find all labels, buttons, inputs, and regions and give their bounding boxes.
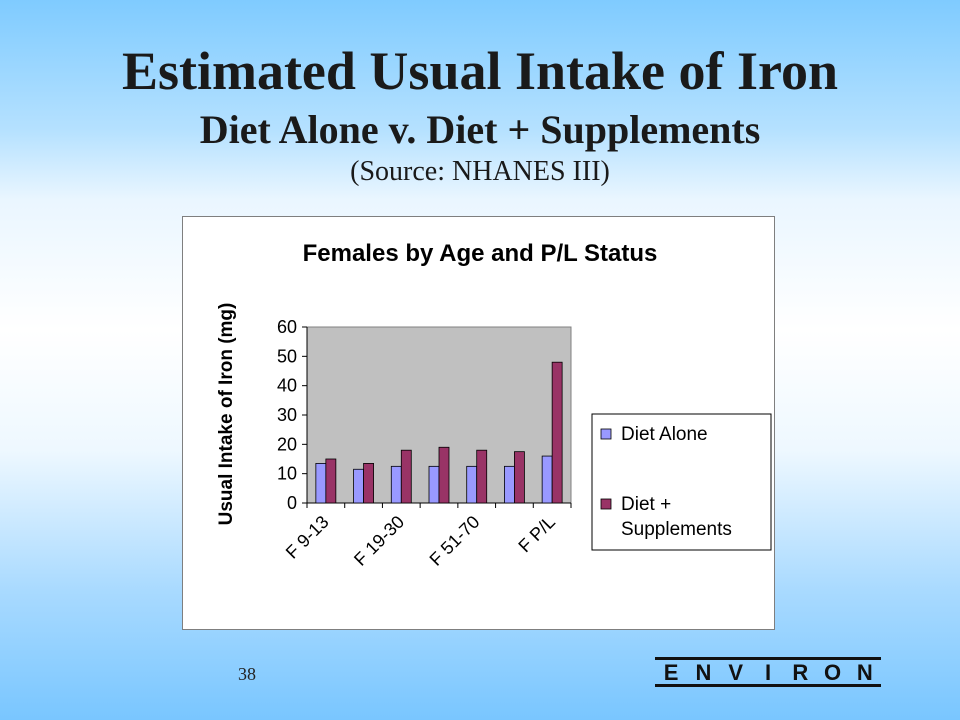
bar-diet-plus-supplements (400, 449, 412, 504)
legend-swatch (600, 498, 612, 510)
y-tick-label: 50 (277, 346, 297, 366)
logo-letter: N (695, 660, 711, 685)
legend-label: Supplements (621, 519, 732, 540)
logo-letter: N (857, 660, 873, 685)
bar-diet-plus-supplements (325, 458, 337, 504)
bar-diet-alone (504, 465, 515, 504)
bar-diet-alone (541, 455, 553, 504)
logo-letter: V (728, 660, 743, 685)
y-tick-label: 40 (277, 376, 297, 396)
bar-diet-plus-supplements (438, 446, 450, 504)
y-tick-label: 0 (287, 493, 297, 513)
y-tick-label: 60 (277, 317, 297, 337)
bar-diet-plus-supplements (551, 361, 563, 504)
chart-title: Females by Age and P/L Status (303, 240, 658, 267)
legend-label: Diet Alone (621, 424, 708, 445)
legend-label: Diet + (621, 494, 671, 515)
bar-diet-plus-supplements (514, 451, 525, 504)
y-axis-label: Usual Intake of Iron (mg) (216, 303, 237, 526)
bar-diet-plus-supplements (476, 449, 488, 504)
legend-swatch (600, 428, 612, 440)
logo-letter: R (792, 660, 808, 685)
bar-diet-alone (315, 462, 327, 504)
plot-area: 0 10 20 30 40 50 60 F 9-13 F 19-30 F 51-70 F P/L (277, 317, 572, 570)
slide-subtitle: Diet Alone v. Diet + Supplements (199, 107, 761, 152)
legend: Diet Alone Diet + Supplements (591, 413, 772, 551)
bar-diet-plus-supplements (363, 462, 374, 504)
y-tick-label: 30 (277, 405, 297, 425)
slide-title: Estimated Usual Intake of Iron (121, 41, 839, 101)
bar-diet-alone (353, 468, 364, 504)
x-tick-label: F 19-30 (350, 512, 408, 570)
x-tick-label: F P/L (514, 512, 559, 557)
y-tick-label: 20 (277, 434, 297, 454)
bar-diet-alone (466, 465, 478, 504)
bar-chart: Females by Age and P/L Status Usual Inta… (216, 240, 772, 570)
bar-diet-alone (428, 465, 440, 504)
y-tick-label: 10 (277, 464, 297, 484)
x-tick-label: F 51-70 (426, 512, 484, 570)
chart-container: Females by Age and P/L Status Usual Inta… (182, 216, 775, 630)
slide-source: (Source: NHANES III) (350, 156, 610, 187)
bar-diet-alone (390, 465, 402, 504)
legend-box (591, 413, 772, 551)
logo-letter: E (664, 660, 679, 685)
x-tick-label: F 9-13 (282, 512, 333, 563)
logo-letter: O (824, 660, 841, 685)
page-number: 38 (238, 664, 256, 684)
logo-letter: I (765, 660, 771, 685)
